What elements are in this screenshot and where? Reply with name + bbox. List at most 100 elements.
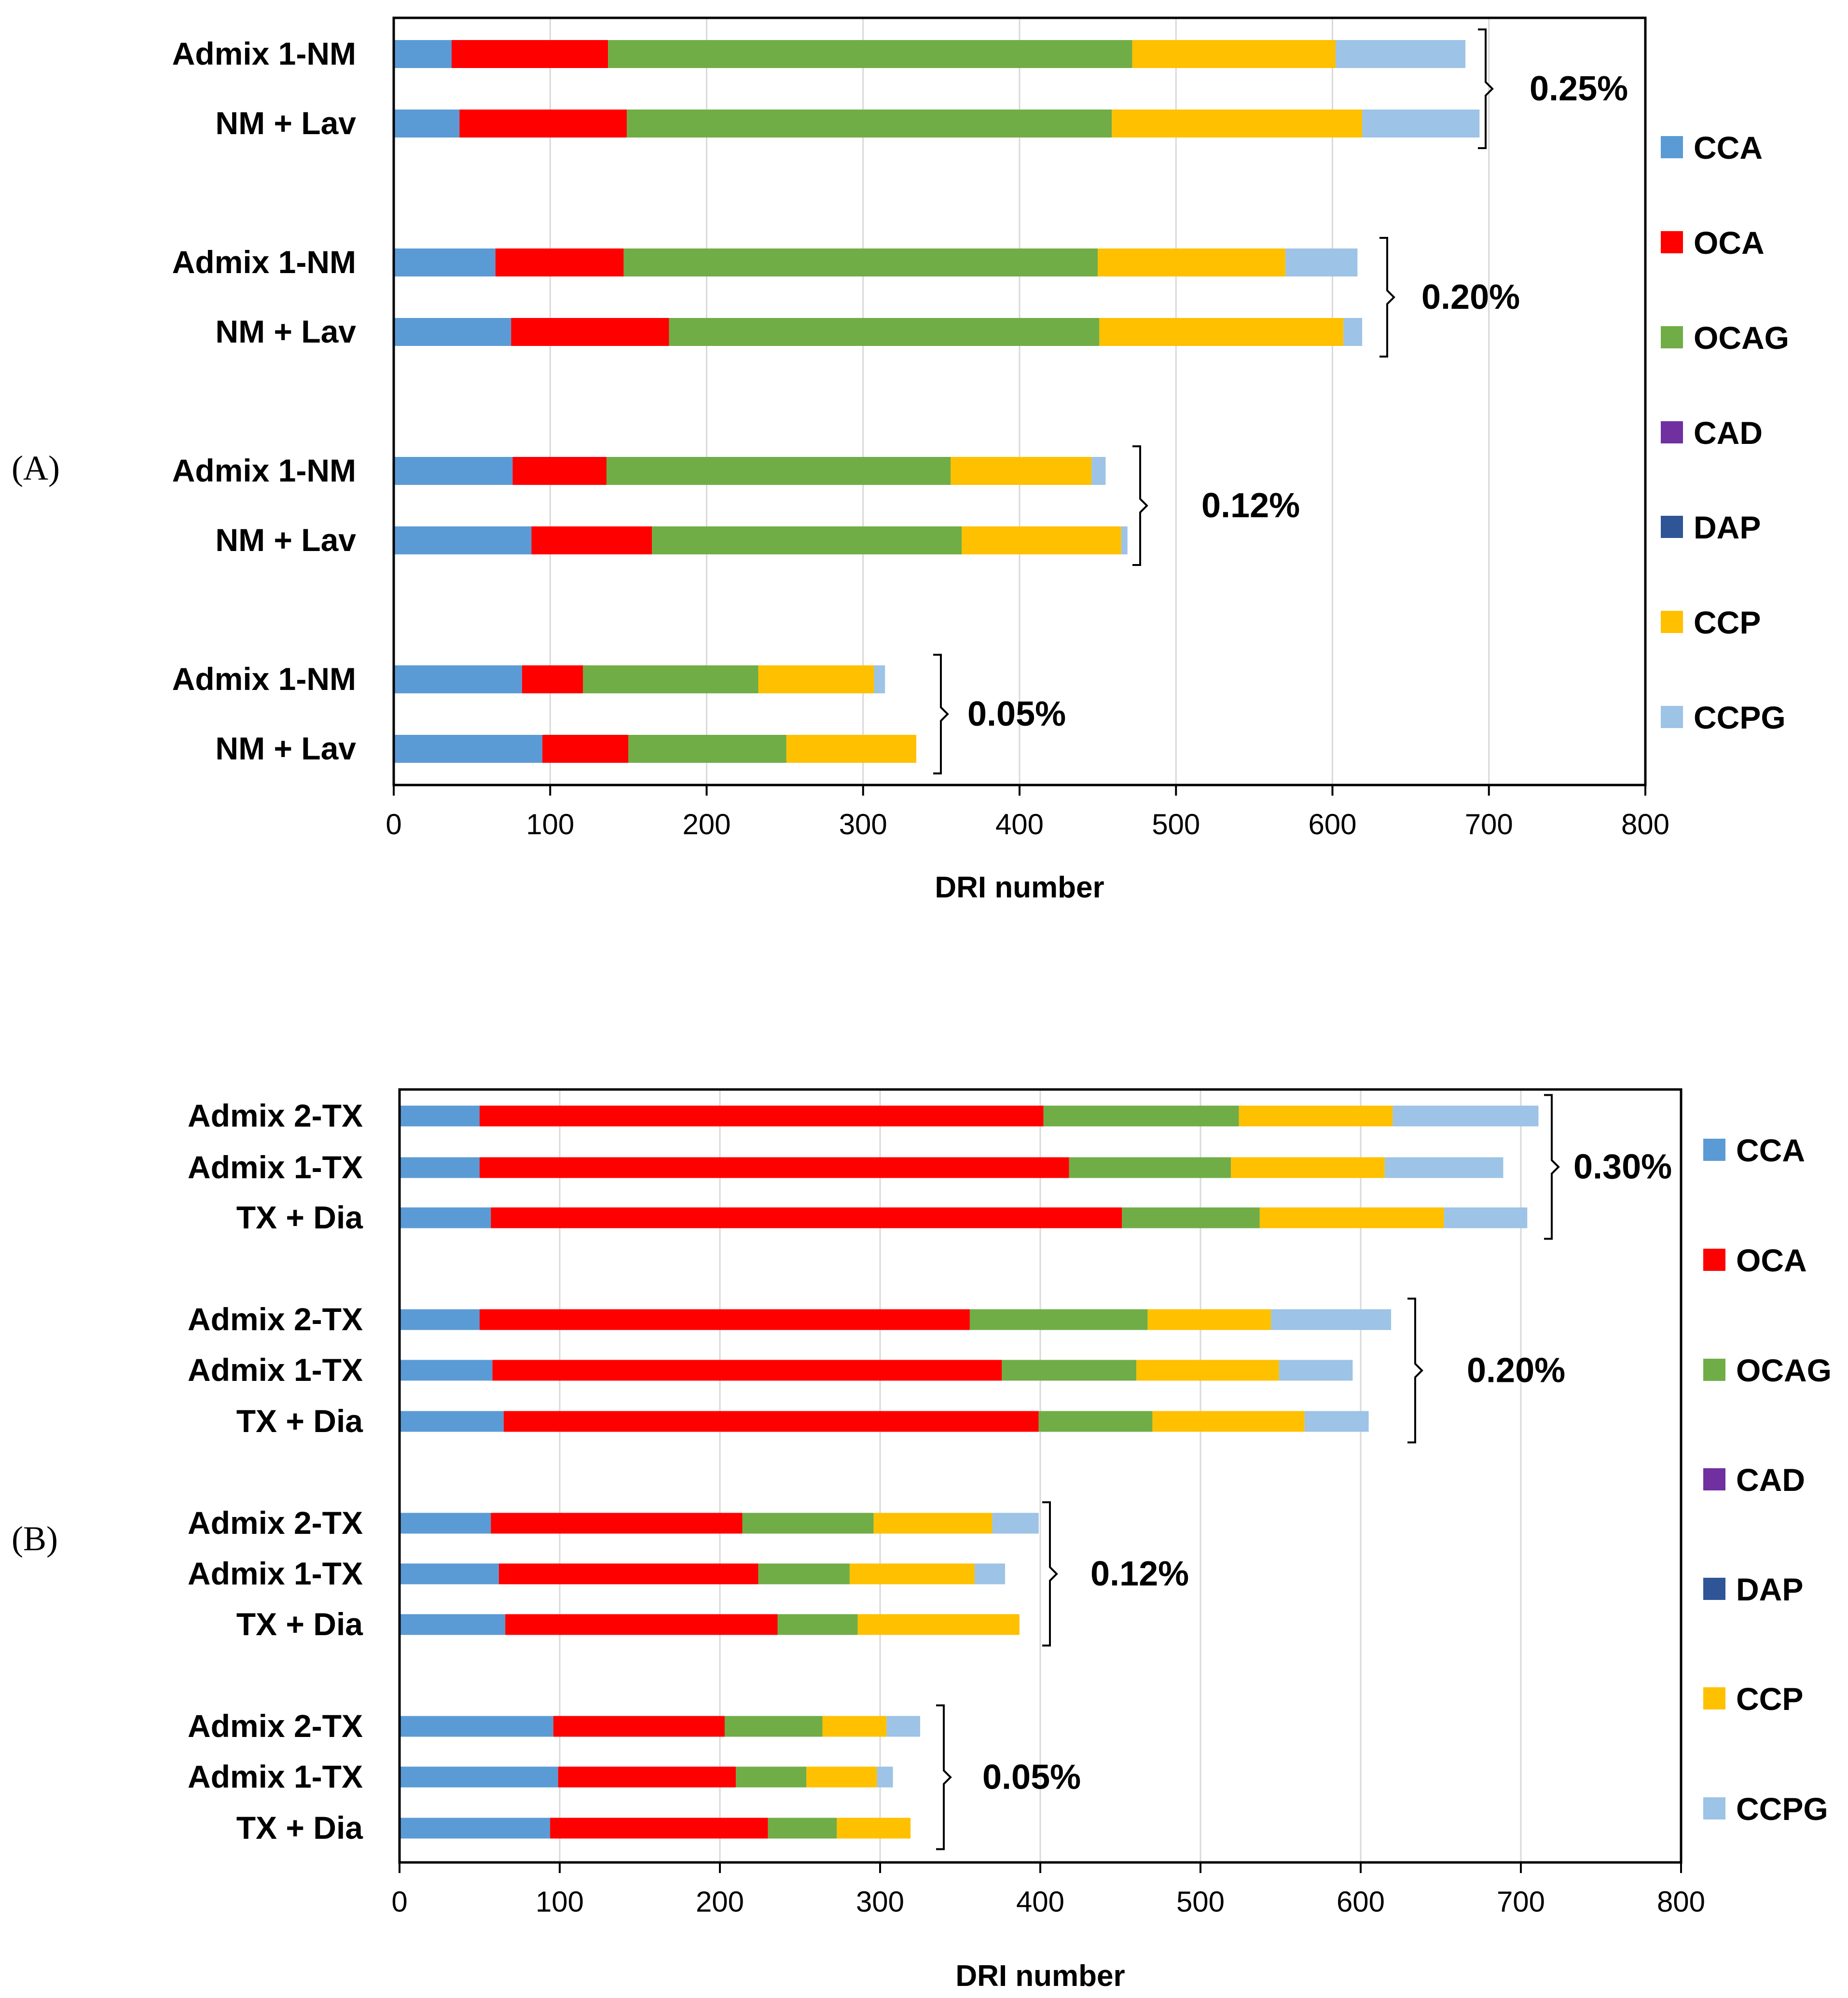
group-label: 0.30% [1573,1148,1672,1186]
bar-group: Admix 1-NM NM + Lav 0.05% [172,654,1066,774]
legend-swatch-ccp [1703,1687,1725,1709]
group-brace [1478,28,1494,149]
x-tick-label: 100 [526,808,574,841]
category-label: Admix 1-NM [172,36,356,71]
category-label: Admix 1-NM [172,244,356,280]
bar-segment-ccp [857,1614,1020,1635]
bar-segment-ocag [969,1309,1148,1330]
bar-segment-ccpg [1091,457,1106,485]
group-label: 0.20% [1467,1351,1565,1390]
bar-segment-ocag [583,665,759,693]
bar-segment-ocag [1043,1105,1239,1127]
legend-swatch-cad [1661,421,1683,443]
legend-label: CAD [1694,415,1763,451]
bar-segment-ocag [1038,1411,1153,1432]
bar-segment-ccpg [886,1716,920,1737]
legend-label: OCAG [1694,320,1789,356]
bar-segment-cca [400,1157,480,1178]
bar-segment-cca [400,1614,506,1635]
bar-segment-ccp [758,665,874,693]
bar-segment-ccpg [1335,40,1466,68]
bar-segment-cca [394,735,543,763]
category-label: Admix 1-NM [172,661,356,697]
bar-group: Admix 2-TX Admix 1-TX TX + Dia 0.12% [188,1501,1189,1647]
bar-segment-ccp [962,526,1121,554]
bar-segment-ocag [623,248,1098,276]
bar-segment-ccp [1239,1105,1393,1127]
x-tick-label: 400 [1016,1886,1064,1918]
legend-label: CCA [1736,1132,1805,1168]
bar-segment-cca [400,1207,491,1228]
legend-label: CCP [1736,1681,1803,1717]
group-brace [1379,237,1395,358]
bar-segment-ccpg [1271,1309,1392,1330]
bar-segment-ccp [1132,40,1336,68]
category-label: NM + Lav [215,105,356,141]
category-label: NM + Lav [215,314,356,349]
bar-segment-cca [400,1716,553,1737]
category-label: TX + Dia [236,1199,364,1235]
category-label: Admix 2-TX [188,1098,363,1133]
bar-segment-ccpg [1362,110,1480,138]
category-label: Admix 1-TX [188,1556,363,1591]
legend-label: DAP [1736,1571,1803,1607]
bar-segment-oca [511,318,669,346]
panel-label: (A) [12,449,60,487]
x-tick-label: 600 [1308,808,1356,841]
panel-label: (B) [12,1519,58,1558]
bar-segment-oca [492,1360,1002,1381]
bar-segment-ocag [669,318,1100,346]
legend-swatch-cad [1703,1468,1725,1490]
x-tick-label: 0 [386,808,401,841]
category-label: Admix 2-TX [188,1708,363,1744]
bar-segment-cca [394,526,532,554]
x-axis-title: DRI number [955,1959,1125,1993]
category-label: Admix 1-TX [188,1759,363,1794]
bar-segment-ocag [742,1513,874,1534]
x-tick-label: 100 [536,1886,584,1918]
group-brace [1407,1297,1423,1444]
category-label: TX + Dia [236,1810,364,1846]
bar-segment-ccp [1152,1411,1305,1432]
bar-segment-cca [400,1411,504,1432]
bar-group: Admix 1-NM NM + Lav 0.12% [172,445,1300,566]
category-label: TX + Dia [236,1403,364,1439]
bar-segment-oca [512,457,607,485]
bar-group: Admix 1-NM NM + Lav 0.25% [172,28,1628,149]
x-tick-label: 700 [1465,808,1513,841]
bar-segment-ocag [628,735,786,763]
legend: CCA OCA OCAG CAD DAP CCP CCPG [1703,1132,1832,1827]
group-label: 0.25% [1530,69,1628,108]
bar-segment-ccpg [877,1766,893,1788]
chart-panel-a: Admix 1-NM NM + Lav 0.25% Admix 1-NM NM + La… [12,16,1789,904]
group-label: 0.12% [1201,486,1300,525]
bar-segment-cca [394,40,452,68]
legend-label: OCAG [1736,1352,1832,1388]
bar-segment-ocag [758,1563,850,1585]
bar-segment-oca [522,665,583,693]
legend-label: DAP [1694,510,1761,545]
bar-segment-oca [531,526,652,554]
bar-segment-ccp [1259,1207,1444,1228]
legend-swatch-ccpg [1703,1797,1725,1819]
bar-segment-ocag [1069,1157,1231,1178]
category-label: Admix 2-TX [188,1505,363,1541]
legend-swatch-dap [1661,516,1683,538]
category-label: NM + Lav [215,522,356,558]
bar-segment-cca [400,1360,493,1381]
chart-panel-b: Admix 2-TX Admix 1-TX TX + Dia 0.30% Admix 2… [12,1088,1832,1993]
bar-segment-ccpg [1279,1360,1353,1381]
group-brace [933,654,949,774]
bar-segment-ccp [1231,1157,1385,1178]
bar-segment-cca [394,248,496,276]
x-tick-label: 700 [1497,1886,1545,1918]
legend-swatch-cca [1661,136,1683,158]
group-label: 0.05% [982,1758,1081,1797]
bar-segment-ccp [1136,1360,1279,1381]
legend-swatch-ccpg [1661,706,1683,728]
bar-segment-cca [400,1563,499,1585]
bar-segment-ccp [1147,1309,1271,1330]
bar-segment-oca [550,1818,768,1839]
legend-swatch-oca [1703,1249,1725,1271]
category-label: TX + Dia [236,1606,364,1642]
